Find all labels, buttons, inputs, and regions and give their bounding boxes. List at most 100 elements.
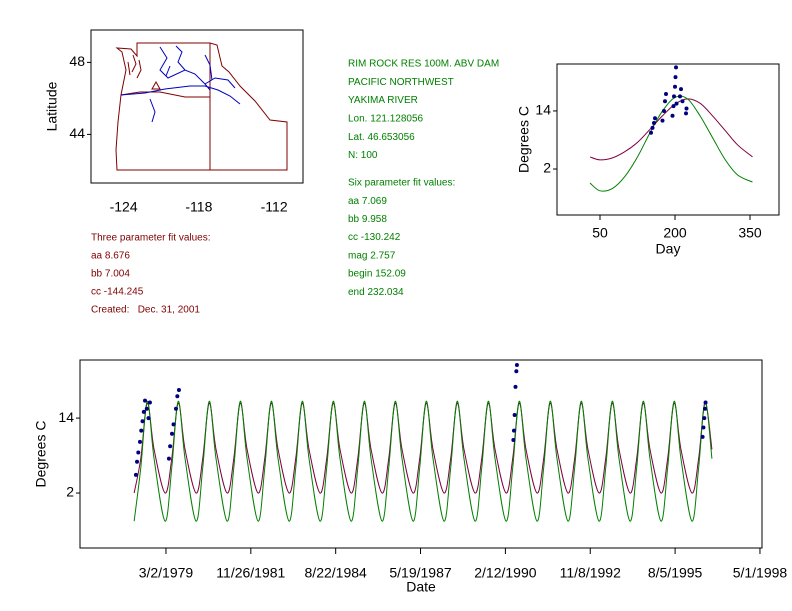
y-axis-label: Degrees C	[516, 106, 532, 173]
fit-curve	[589, 95, 753, 192]
data-point	[176, 387, 181, 392]
y-tick-label: 14	[535, 102, 551, 118]
x-tick-label: 5/19/1987	[389, 565, 451, 581]
x-tick-label: 350	[738, 225, 762, 241]
x-tick-label: 11/8/1992	[560, 565, 621, 581]
site-marker	[151, 80, 161, 90]
x-tick-label: -112	[261, 199, 288, 215]
info-line: end 232.034	[348, 287, 404, 298]
data-point	[171, 422, 176, 427]
info-line: aa 8.676	[91, 251, 130, 262]
y-tick-label: 14	[58, 409, 74, 425]
data-point	[147, 400, 152, 405]
data-point	[703, 400, 708, 405]
data-point	[514, 369, 519, 374]
x-tick-label: 200	[663, 225, 687, 241]
data-point	[513, 384, 518, 389]
x-axis-label: Day	[656, 241, 681, 257]
data-point	[143, 398, 148, 403]
plot-frame	[556, 63, 780, 216]
info-line: YAKIMA RIVER	[348, 95, 418, 106]
data-point	[673, 84, 677, 89]
data-point	[146, 416, 151, 421]
data-point	[671, 104, 676, 109]
data-point	[168, 444, 173, 449]
y-axis-label: Latitude	[44, 81, 60, 131]
fit-curve	[589, 98, 753, 161]
x-tick-label: 8/5/1995	[648, 565, 703, 581]
data-point	[673, 75, 678, 80]
data-point	[139, 428, 144, 433]
data-point	[702, 406, 707, 411]
data-point	[684, 111, 688, 116]
data-point	[511, 428, 516, 433]
data-point	[514, 362, 519, 367]
data-point	[173, 406, 178, 411]
rivers	[120, 45, 241, 123]
data-point	[653, 116, 657, 121]
x-tick-label: 2/12/1990	[474, 565, 536, 581]
data-point	[649, 130, 653, 135]
info-line: N: 100	[348, 150, 378, 161]
data-point	[700, 434, 705, 439]
data-point	[511, 437, 516, 442]
data-point	[674, 101, 679, 106]
info-line: bb 7.004	[91, 269, 130, 280]
x-tick-label: 50	[592, 225, 608, 241]
info-line: begin 152.09	[348, 269, 406, 280]
x-tick-label: 5/1/1998	[733, 565, 788, 581]
x-axis-label: Date	[406, 579, 436, 595]
data-point	[141, 409, 146, 414]
data-point	[684, 106, 689, 111]
x-tick-label: 11/26/1981	[216, 565, 285, 581]
data-point	[133, 472, 138, 477]
info-line: Lon. 121.128056	[348, 114, 424, 125]
data-point	[136, 450, 141, 455]
fit-curve	[133, 400, 713, 522]
info-line: cc -144.245	[91, 287, 144, 298]
fit-curve	[133, 402, 713, 494]
data-point	[664, 92, 668, 97]
info-line: Three parameter fit values:	[91, 233, 211, 244]
info-line: RIM ROCK RES 100M. ABV DAM	[348, 59, 499, 70]
data-point	[650, 125, 655, 130]
data-point	[662, 108, 666, 113]
plot-area	[589, 65, 753, 192]
info-line: Six parameter fit values:	[348, 178, 455, 189]
data-point	[701, 425, 706, 430]
x-tick-label: 3/2/1979	[139, 565, 194, 581]
data-point	[169, 431, 174, 436]
x-tick-label: -124	[110, 199, 138, 215]
info-line: bb 9.958	[348, 214, 387, 225]
info-texts: RIM ROCK RES 100M. ABV DAM PACIFIC NORTHW…	[91, 59, 499, 316]
y-tick-label: 48	[69, 53, 85, 69]
info-line: mag 2.757	[348, 250, 396, 261]
data-point	[166, 456, 171, 461]
plot-area	[133, 362, 713, 522]
x-tick-label: -118	[185, 199, 212, 215]
data-point	[144, 406, 149, 411]
info-line: Created: Dec. 31, 2001	[91, 305, 200, 316]
y-tick-label: 2	[66, 484, 74, 500]
data-point	[663, 99, 667, 104]
x-tick-label: 8/22/1984	[305, 565, 367, 581]
data-point	[674, 65, 678, 70]
data-point	[672, 94, 676, 99]
state-borders	[115, 42, 288, 171]
data-point	[512, 412, 517, 417]
y-tick-label: 2	[543, 160, 551, 176]
data-point	[670, 113, 675, 118]
y-tick-label: 44	[69, 125, 85, 141]
plot-frame	[90, 29, 304, 184]
data-point	[652, 121, 656, 126]
data-point	[135, 459, 140, 464]
data-point	[702, 416, 707, 421]
data-point	[678, 94, 682, 99]
map-drawing	[115, 42, 288, 171]
info-line: PACIFIC NORTHWEST	[348, 77, 454, 88]
data-point	[137, 439, 142, 444]
data-point	[679, 87, 683, 92]
info-line: cc -130.242	[348, 232, 401, 243]
y-axis-label: Degrees C	[33, 421, 49, 488]
